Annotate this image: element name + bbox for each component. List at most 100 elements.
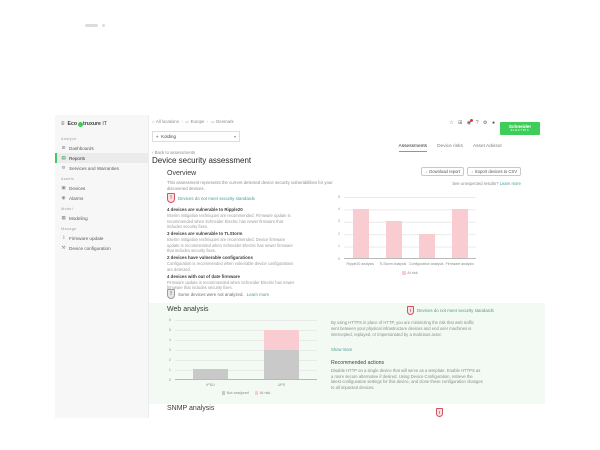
- legend-item-at-risk: At risk: [254, 391, 271, 395]
- web-analysis-section: Web analysis ! Devices do not meet secur…: [149, 303, 545, 404]
- main-content: ⌂ All locations › ▭ Europe › ▭ Denmark ☆ ⊞ ◉? ⚙ ● S…: [149, 115, 545, 418]
- sidebar-item-label: Modeling: [69, 215, 88, 221]
- finding-item: 4 devices are vulnerable to Ripple20 Inte…: [167, 207, 298, 230]
- finding-item: 4 devices with out of date firmware Firmw…: [167, 274, 298, 291]
- breadcrumb-item-all-locations[interactable]: ⌂ All locations: [152, 119, 179, 124]
- logo-prefix: Eco: [67, 121, 78, 127]
- sidebar-item-devices[interactable]: ▣ Devices: [55, 183, 148, 193]
- gray-shield-icon: !: [167, 289, 175, 299]
- show-more-link[interactable]: Show more: [331, 346, 353, 352]
- grid-icon[interactable]: ⊞: [458, 120, 463, 126]
- finding-title-link[interactable]: 4 devices are vulnerable to Ripple20: [167, 207, 243, 212]
- bar-segment-at-risk: [451, 209, 468, 258]
- star-icon[interactable]: ☆: [449, 120, 454, 126]
- breadcrumb-label: Denmark: [216, 119, 234, 124]
- device-icon: ▣: [61, 185, 66, 190]
- back-link[interactable]: ‹ Back to assessments: [152, 150, 195, 155]
- overview-status-link[interactable]: Devices do not meet security standards: [178, 195, 255, 201]
- finding-title-link[interactable]: 4 devices with out of date firmware: [167, 273, 240, 279]
- bar-firmware-analysis: [451, 197, 468, 258]
- page-title: Device security assessment: [152, 156, 252, 165]
- alert-shield-icon: !: [436, 408, 443, 417]
- sidebar-item-services-and-warranties[interactable]: ⚙ Services and Warranties: [55, 163, 148, 173]
- finding-item: 3 devices are vulnerable to TLStorm Inter…: [167, 231, 298, 254]
- help-icon[interactable]: ?: [475, 120, 479, 126]
- breadcrumb-item-denmark[interactable]: ▭ Denmark: [211, 119, 234, 124]
- finding-item: 2 devices have vulnerable configurations…: [167, 255, 298, 272]
- bar-slot-configuration-analysis: [410, 197, 443, 258]
- tab-asset-advisor[interactable]: Asset Advisor: [472, 144, 502, 149]
- download-report-button[interactable]: ↓ Download report: [421, 167, 464, 176]
- breadcrumb-label: Europe: [190, 119, 205, 124]
- finding-title-link[interactable]: 2 devices have vulnerable configurations: [167, 255, 253, 261]
- bar-configuration-analysis: [418, 197, 435, 258]
- y-tick-label: 2: [337, 231, 340, 236]
- download-icon: ↓: [425, 169, 428, 174]
- config-icon: ⚒: [61, 245, 66, 250]
- sidebar-item-reports[interactable]: ▤ Reports: [55, 153, 148, 163]
- logo-product: IT: [102, 121, 108, 127]
- bar-slot-ups: [246, 320, 317, 379]
- tab-device-risks[interactable]: Device risks: [437, 144, 463, 149]
- plot-area: [344, 197, 476, 259]
- y-tick-label: 1: [168, 367, 171, 372]
- topbar-icons: ☆ ⊞ ◉? ⚙ ●: [449, 118, 495, 127]
- notification-badge: [469, 118, 473, 122]
- overview-actions: ↓ Download report ↓ Export devices to CS…: [421, 167, 521, 176]
- services-icon: ⚙: [61, 165, 66, 170]
- report-icon: ▤: [61, 155, 66, 160]
- sidebar-item-firmware-update[interactable]: ⇩ Firmware update: [55, 233, 148, 243]
- sidebar-item-device-configuration[interactable]: ⚒ Device configuration: [55, 243, 148, 253]
- finding-description: Configuration is recommended when vulner…: [167, 261, 294, 272]
- x-category-label: rPDU: [206, 383, 215, 387]
- sidebar-item-modeling[interactable]: ▦ Modeling: [55, 213, 148, 223]
- finding-title-link[interactable]: 3 devices are vulnerable to TLStorm: [167, 231, 243, 237]
- breadcrumb-item-europe[interactable]: ▭ Europe: [185, 119, 204, 124]
- gear-icon[interactable]: ⚙: [482, 120, 488, 126]
- bar-slot-tlstorm-analysis: [377, 197, 410, 258]
- legend-label: At risk: [259, 391, 271, 395]
- sidebar-item-label: Alarms: [69, 195, 84, 201]
- ecostruxure-it-app: ≡ Eco truxure IT Analyze ⊞ Dashboards ▤ Repor…: [55, 115, 545, 418]
- breadcrumb-separator: ›: [206, 119, 209, 124]
- bar-ups: [264, 320, 299, 379]
- legend-label: Not analyzed: [226, 391, 249, 395]
- legend-label: At risk: [407, 271, 418, 275]
- tabs: Assessments Device risks Asset Advisor: [398, 144, 502, 152]
- overview-chart: 5 4 3 2 1 0 Ripple20 analysis TLStorm analysis…: [334, 195, 479, 285]
- y-axis: 5 4 3 2 1 0: [334, 194, 341, 287]
- export-csv-button[interactable]: ↓ Export devices to CSV: [467, 167, 521, 176]
- tab-assessments[interactable]: Assessments: [398, 144, 428, 152]
- web-analysis-details: By using HTTPS in place of HTTP, you are…: [331, 320, 483, 391]
- web-status-link[interactable]: Devices do not meet security standards: [417, 307, 494, 313]
- y-tick-label: 3: [168, 347, 171, 352]
- breadcrumb: ⌂ All locations › ▭ Europe › ▭ Denmark: [152, 119, 234, 124]
- finding-description: Interim mitigation techniques are recomm…: [167, 213, 291, 230]
- bar-segment-not-analyzed: [193, 369, 228, 379]
- location-selector[interactable]: ⌖ Kolding ▾: [152, 131, 240, 142]
- sidebar-nav: Analyze ⊞ Dashboards ▤ Reports ⚙ Services and …: [55, 133, 148, 253]
- folder-icon: ▭: [185, 119, 190, 124]
- sidebar-item-label: Device configuration: [69, 245, 111, 251]
- menu-icon[interactable]: ≡: [61, 121, 65, 127]
- bell-icon[interactable]: ◉: [466, 118, 473, 126]
- y-tick-label: 2: [168, 357, 171, 362]
- bar-segment-at-risk: [385, 221, 402, 258]
- schneider-electric-logo[interactable]: Schneider ELECTRIC: [500, 122, 540, 135]
- unexpected-learn-more-link[interactable]: Learn more: [499, 181, 521, 186]
- brand-line2: ELECTRIC: [510, 127, 530, 132]
- bar-segment-at-risk: [264, 329, 299, 350]
- nav-section-label-analyze: Analyze: [61, 137, 77, 141]
- pin-icon: ⌖: [156, 134, 159, 139]
- not-analyzed-learn-more-link[interactable]: Learn more: [246, 291, 270, 297]
- alarm-icon: ◉: [61, 195, 66, 200]
- avatar-icon[interactable]: ●: [491, 120, 495, 126]
- x-axis-labels: Ripple20 analysis TLStorm analysis Configu…: [344, 262, 476, 266]
- y-tick-label: 6: [168, 317, 171, 322]
- sidebar-item-alarms[interactable]: ◉ Alarms: [55, 193, 148, 203]
- bar-segment-at-risk: [418, 233, 435, 258]
- y-tick-label: 5: [337, 194, 340, 199]
- breadcrumb-label: All locations: [155, 119, 179, 124]
- legend-swatch: [402, 271, 406, 275]
- sidebar-item-dashboards[interactable]: ⊞ Dashboards: [55, 143, 148, 153]
